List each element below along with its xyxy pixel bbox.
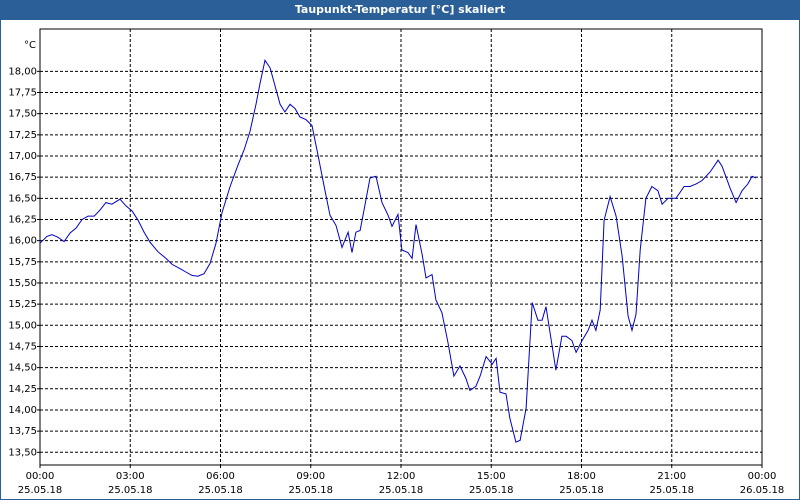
y-tick-label: 14,25 [8, 384, 37, 395]
title-bar [0, 0, 800, 20]
x-tick-date: 25.05.18 [18, 485, 63, 496]
y-tick-label: 15,25 [8, 299, 37, 310]
y-tick-label: 16,50 [8, 193, 37, 204]
x-tick-date: 25.05.18 [559, 485, 604, 496]
y-tick-label: 14,00 [8, 405, 37, 416]
y-tick-label: 16,25 [8, 214, 37, 225]
x-tick-date: 25.05.18 [649, 485, 694, 496]
x-tick-label: 06:00 [206, 471, 235, 482]
y-tick-label: 15,75 [8, 257, 37, 268]
x-tick-date: 25.05.18 [469, 485, 514, 496]
y-tick-label: 16,75 [8, 172, 37, 183]
y-tick-label: 14,50 [8, 363, 37, 374]
y-tick-label: 17,50 [8, 109, 37, 120]
data-line [39, 59, 757, 443]
y-tick-label: 17,00 [8, 151, 37, 162]
x-tick-date: 25.05.18 [379, 485, 424, 496]
chart-title: Taupunkt-Temperatur [°C] skaliert [295, 3, 505, 16]
x-tick-label: 21:00 [657, 471, 686, 482]
y-tick-label: 16,00 [8, 236, 37, 247]
y-unit: °C [24, 40, 36, 51]
x-tick-label: 03:00 [116, 471, 145, 482]
x-tick-date: 25.05.18 [288, 485, 333, 496]
x-tick-label: 09:00 [296, 471, 325, 482]
x-tick-label: 00:00 [26, 471, 55, 482]
x-tick-label: 18:00 [567, 471, 596, 482]
y-tick-label: 17,25 [8, 130, 37, 141]
x-tick-date: 25.05.18 [198, 485, 243, 496]
y-tick-label: 15,00 [8, 320, 37, 331]
x-tick-label: 15:00 [477, 471, 506, 482]
x-tick-label: 00:00 [748, 471, 777, 482]
y-tick-label: 17,75 [8, 87, 37, 98]
x-tick-date: 26.05.18 [740, 485, 785, 496]
y-tick-label: 13,75 [8, 426, 37, 437]
x-tick-label: 12:00 [387, 471, 416, 482]
y-tick-label: 14,75 [8, 341, 37, 352]
x-tick-date: 25.05.18 [108, 485, 153, 496]
y-tick-label: 13,50 [8, 447, 37, 458]
y-tick-label: 18,00 [8, 66, 37, 77]
y-tick-label: 15,50 [8, 278, 37, 289]
